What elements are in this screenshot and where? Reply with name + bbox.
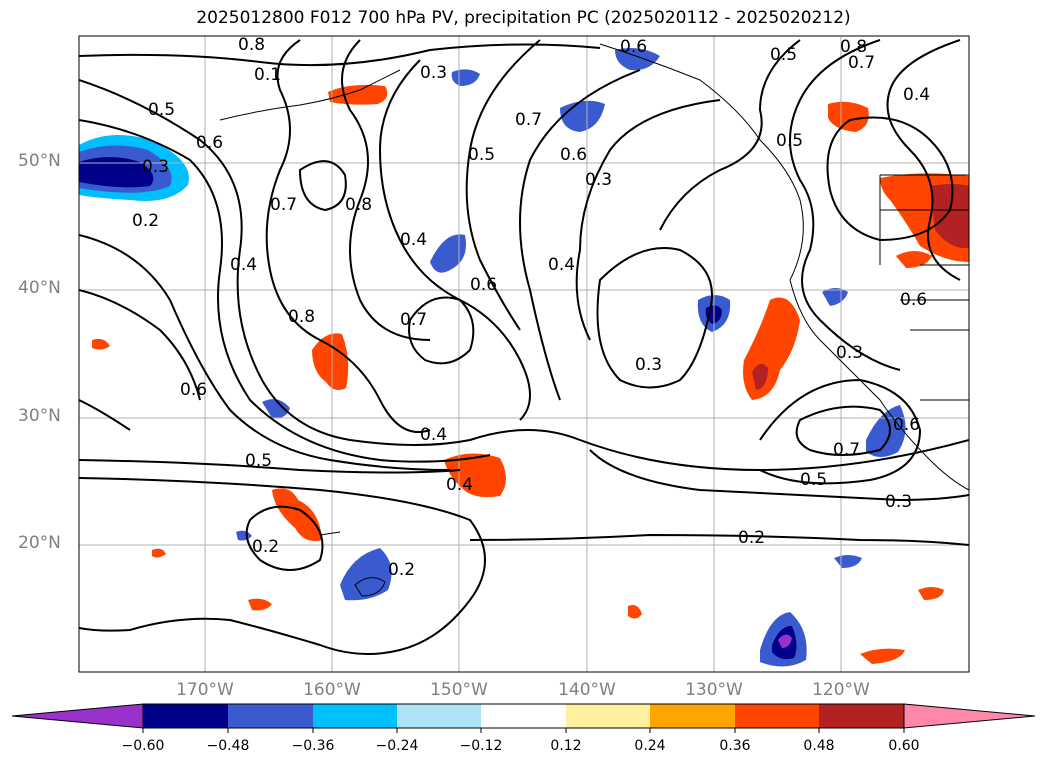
colorbar-tick-label: −0.36	[291, 738, 335, 754]
contour-label: 0.2	[388, 560, 415, 580]
contour-label: 0.3	[142, 157, 169, 177]
precip-negative-patch	[430, 234, 466, 273]
contour-label: 0.8	[345, 195, 372, 215]
colorbar-tick-label: −0.24	[375, 738, 419, 754]
precip-positive-patch	[312, 333, 349, 390]
precip-positive-patch	[152, 548, 166, 558]
contour-label: 0.5	[776, 131, 803, 151]
colorbar-tick-label: 0.60	[888, 738, 920, 754]
colorbar-tick-label: 0.24	[634, 738, 666, 754]
lon-label: 120°W	[812, 680, 870, 700]
colorbar-segment	[397, 704, 481, 728]
contour-label: 0.2	[252, 537, 279, 557]
contour-label: 0.3	[420, 63, 447, 83]
contour-label: 0.7	[848, 53, 875, 73]
contour-label: 0.6	[180, 380, 207, 400]
lon-label: 160°W	[303, 680, 361, 700]
contour-label: 0.7	[400, 310, 427, 330]
colorbar-segment	[143, 704, 228, 728]
contour-label: 0.3	[836, 343, 863, 363]
lon-label: 170°W	[176, 680, 234, 700]
map-plot-area: 0.8 0.5 0.6 0.3 0.2 0.4 0.7 0.8 0.8 0.6 …	[79, 35, 969, 672]
lon-label: 140°W	[558, 680, 616, 700]
colorbar-tick-label: 0.36	[719, 738, 751, 754]
contour-label: 0.8	[238, 35, 265, 55]
contour-label: 0.3	[585, 170, 612, 190]
precip-positive-patch	[752, 363, 768, 390]
lon-label: 150°W	[430, 680, 488, 700]
colorbar-segment	[566, 704, 650, 728]
contour-label: 0.6	[900, 290, 927, 310]
contour-label: 0.4	[230, 255, 257, 275]
contour-label: 0.4	[420, 425, 447, 445]
colorbar-segment	[228, 704, 313, 728]
colorbar-segment	[481, 704, 566, 728]
colorbar-tick-label: 0.48	[803, 738, 835, 754]
lat-label: 50°N	[18, 151, 61, 171]
colorbar	[11, 703, 1036, 733]
contour-label: 0.8	[840, 37, 867, 57]
contour-label: 0.3	[885, 492, 912, 512]
contour-label: 0.6	[620, 37, 647, 57]
map-frame	[78, 35, 970, 673]
precip-positive-patch	[92, 338, 110, 350]
colorbar-extend-left	[11, 703, 144, 729]
colorbar-tick-label: −0.12	[459, 738, 503, 754]
lat-label: 40°N	[18, 278, 61, 298]
contour-label: 0.1	[254, 65, 281, 85]
contour-label: 0.7	[833, 440, 860, 460]
contour-label: 0.5	[770, 45, 797, 65]
precip-positive-patch	[930, 184, 969, 249]
precip-positive-patch	[918, 587, 944, 600]
map-title: 2025012800 F012 700 hPa PV, precipitatio…	[196, 8, 851, 28]
coastlines	[219, 43, 969, 597]
precip-negative-patch	[79, 157, 154, 188]
contour-label: 0.8	[288, 307, 315, 327]
contour-label: 0.6	[560, 145, 587, 165]
precip-negative-patch	[340, 548, 392, 601]
contour-label: 0.4	[446, 475, 473, 495]
precip-negative-patch	[615, 48, 660, 71]
colorbar-tick-label: −0.60	[121, 738, 165, 754]
contour-label: 0.7	[515, 110, 542, 130]
lat-label: 30°N	[18, 406, 61, 426]
colorbar-segment	[650, 704, 735, 728]
pv-contours	[79, 39, 969, 655]
colorbar-tick-label: 0.12	[550, 738, 582, 754]
contour-label-group: 0.8 0.5 0.6 0.3 0.2 0.4 0.7 0.8 0.8 0.6 …	[132, 35, 930, 580]
contour-label: 0.2	[738, 528, 765, 548]
colorbar-extend-right	[903, 703, 1036, 729]
contour-label: 0.5	[468, 145, 495, 165]
contour-label: 0.5	[148, 100, 175, 120]
precip-positive-patch	[828, 101, 869, 132]
contour-label: 0.4	[548, 255, 575, 275]
lon-label: 130°W	[685, 680, 743, 700]
contour-label: 0.5	[800, 470, 827, 490]
colorbar-segment	[735, 704, 819, 728]
contour-label: 0.6	[196, 133, 223, 153]
precip-positive-patch	[272, 488, 322, 542]
contour-label: 0.4	[400, 230, 427, 250]
precip-positive-patch	[248, 598, 272, 611]
contour-label: 0.7	[270, 195, 297, 215]
graticule	[79, 36, 969, 672]
contour-label: 0.5	[245, 451, 272, 471]
contour-label: 0.4	[903, 85, 930, 105]
colorbar-segment	[313, 704, 397, 728]
contour-label: 0.6	[470, 275, 497, 295]
contour-label: 0.6	[893, 415, 920, 435]
contour-label: 0.2	[132, 211, 159, 231]
lat-label: 20°N	[18, 533, 61, 553]
precip-positive-patch	[896, 251, 932, 268]
precip-positive-patch	[860, 648, 905, 664]
precip-positive-patch	[628, 605, 642, 619]
precip-negative-patch	[778, 634, 792, 648]
precip-negative-patch	[262, 399, 290, 419]
colorbar-segment	[819, 704, 904, 728]
colorbar-tick-label: −0.48	[206, 738, 250, 754]
contour-label: 0.3	[635, 355, 662, 375]
